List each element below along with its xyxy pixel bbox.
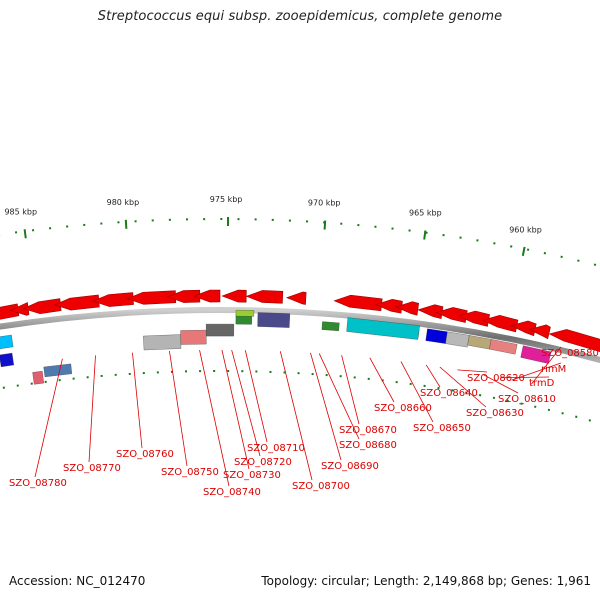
gene-arrow: [0, 303, 20, 320]
scale-label: 970 kbp: [308, 199, 341, 208]
feature-bar: [43, 363, 73, 378]
scale-label: 980 kbp: [107, 198, 140, 207]
scale-major-tick: [323, 220, 327, 230]
gene-leader-line: [400, 361, 434, 423]
gene-label: SZO_08760: [116, 449, 174, 460]
gene-arrow: [166, 289, 201, 303]
gene-label: SZO_08700: [292, 481, 350, 492]
gene-arrow: [193, 289, 221, 303]
gene-arrow: [395, 301, 419, 316]
gene-arrow: [9, 302, 30, 316]
scale-major-tick: [423, 230, 427, 240]
gene-label: trmD: [529, 378, 555, 389]
feature-bar: [0, 334, 14, 349]
scale-label: 975 kbp: [210, 195, 243, 204]
gene-leader-line: [500, 376, 550, 379]
feature-bar: [180, 329, 207, 345]
feature-bar: [32, 370, 44, 385]
gene-label: SZO_08580: [541, 348, 599, 359]
gene-leader-line: [279, 351, 313, 481]
gene-leader-line: [88, 355, 96, 463]
gene-leader-line: [341, 355, 360, 425]
gene-arrow: [333, 294, 383, 312]
gene-arrow: [481, 315, 519, 333]
gene-arrow: [548, 329, 600, 352]
gene-leader-line: [221, 349, 250, 470]
feature-bar: [257, 312, 291, 328]
gene-leader-line: [318, 353, 360, 440]
inner-scale-dot: [575, 415, 578, 418]
gene-leader-line: [169, 350, 188, 467]
gene-label: SZO_08780: [9, 478, 67, 489]
scale-major-tick: [521, 246, 526, 256]
gene-label: SZO_08660: [374, 403, 432, 414]
gene-leader-line: [530, 346, 562, 385]
gene-label: SZO_08720: [234, 457, 292, 468]
gene-label: SZO_08650: [413, 423, 471, 434]
map-title: Streptococcus equi subsp. zooepidemicus,…: [97, 9, 503, 24]
gene-leader-line: [244, 350, 268, 443]
scale-label: 985 kbp: [4, 207, 37, 216]
gene-leader-line: [199, 350, 230, 487]
feature-bar: [205, 323, 235, 337]
gene-arrow: [53, 294, 100, 311]
feature-bar: [520, 345, 552, 364]
gene-label: SZO_08680: [339, 440, 397, 451]
gene-label: SZO_08710: [247, 443, 305, 454]
feature-bar: [425, 328, 448, 344]
feature-bar: [235, 309, 255, 317]
genome-backbone: [0, 307, 600, 364]
feature-bar: [489, 339, 518, 355]
inner-scale-dot: [588, 419, 592, 422]
gene-leader-line: [231, 349, 261, 457]
scale-major-tick: [23, 229, 27, 239]
gene-arrow: [457, 310, 490, 327]
scale-label: 965 kbp: [409, 209, 442, 218]
feature-bar: [445, 331, 470, 348]
gene-arrow: [92, 292, 134, 307]
scale-major-tick: [124, 219, 128, 229]
feature-bar: [346, 317, 420, 340]
gene-label: SZO_08770: [63, 463, 121, 474]
gene-arrow: [285, 291, 307, 305]
gene-label: SZO_08750: [161, 467, 219, 478]
gene-arrow: [126, 290, 177, 305]
gene-label: rimM: [541, 364, 566, 375]
feature-bar: [321, 321, 340, 332]
feature-bar: [0, 352, 14, 368]
gene-arrow: [510, 320, 537, 337]
gene-leader-line: [457, 369, 488, 373]
gene-arrow: [435, 307, 468, 323]
accession-info: Accession: NC_012470: [9, 574, 146, 588]
gene-leader-line: [310, 352, 342, 461]
gene-leader-line: [132, 352, 143, 449]
topology-info: Topology: circular; Length: 2,149,868 bp…: [261, 574, 591, 588]
gene-label: SZO_08690: [321, 461, 379, 472]
gene-label: SZO_08670: [339, 425, 397, 436]
gene-arrow: [221, 289, 247, 303]
gene-label: SZO_08630: [466, 408, 524, 419]
gene-arrow: [417, 304, 444, 320]
gene-arrow: [22, 298, 62, 315]
gene-label: SZO_08640: [420, 388, 478, 399]
gene-leader-line: [369, 357, 395, 403]
gene-label: SZO_08620: [467, 373, 525, 384]
gene-arrow: [245, 290, 284, 304]
gene-leader-line: [425, 364, 441, 388]
gene-arrow: [374, 298, 403, 314]
gene-label: SZO_08730: [223, 470, 281, 481]
gene-leader-line: [482, 373, 519, 394]
feature-bar: [143, 334, 182, 351]
gene-leader-line: [439, 366, 487, 408]
scale-label: 960 kbp: [509, 225, 542, 234]
gene-arrow: [528, 324, 551, 340]
gene-label: SZO_08610: [498, 394, 556, 405]
gene-label: SZO_08740: [203, 487, 261, 498]
gene-leader-line: [34, 358, 63, 478]
